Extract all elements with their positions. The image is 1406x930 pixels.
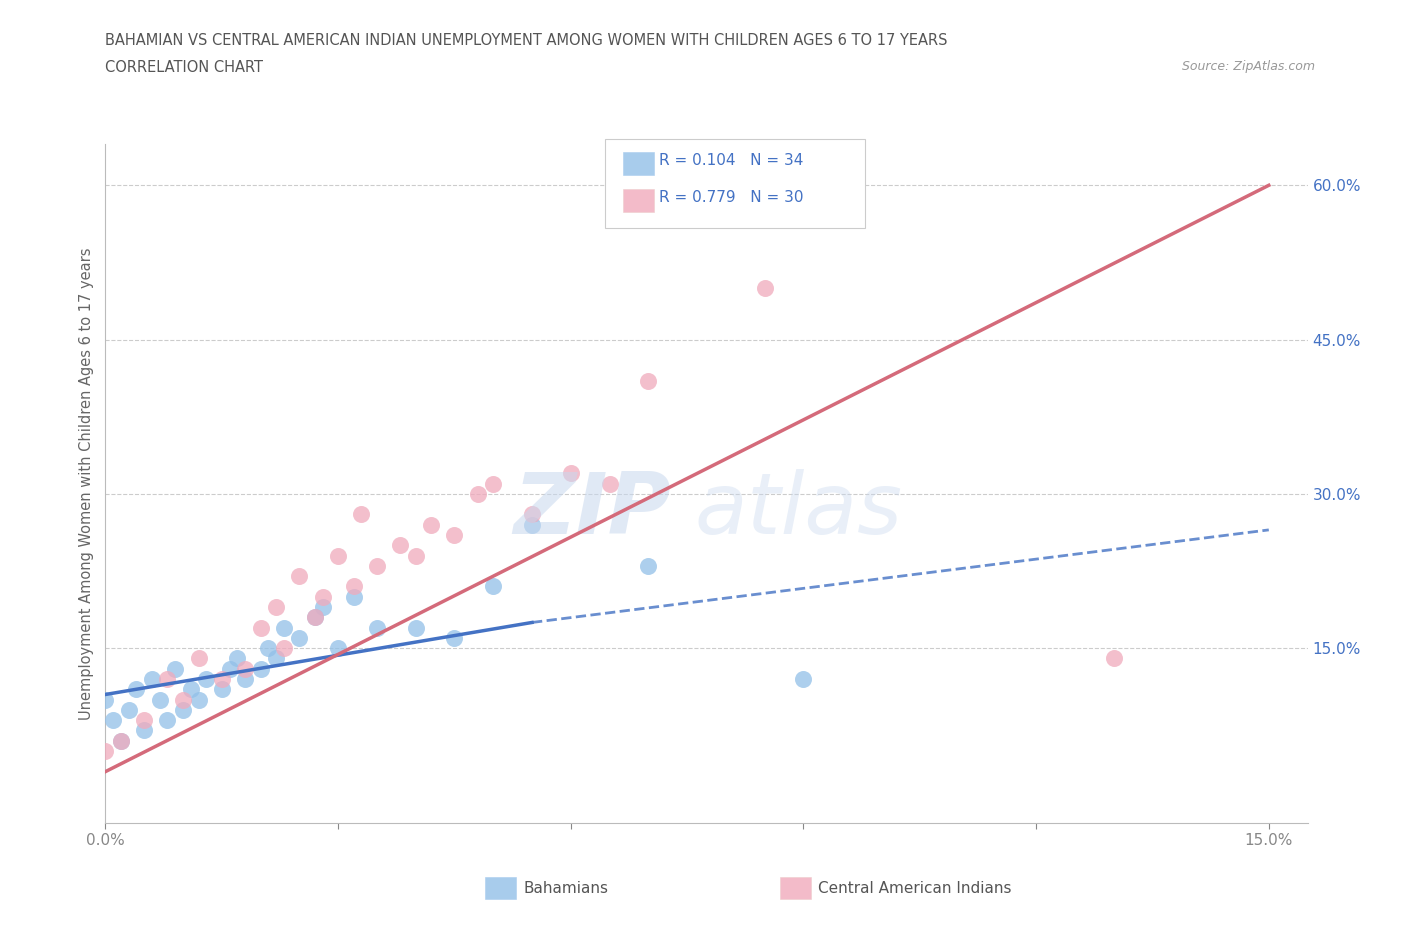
Point xyxy=(343,590,366,604)
Point xyxy=(94,692,117,707)
Point xyxy=(110,734,132,749)
Point xyxy=(273,620,295,635)
Point xyxy=(443,527,465,542)
Point xyxy=(326,641,349,656)
Point xyxy=(520,517,543,532)
Point xyxy=(195,671,218,686)
Point xyxy=(792,671,814,686)
Point xyxy=(366,558,388,573)
Point xyxy=(226,651,249,666)
Point xyxy=(211,682,233,697)
Point xyxy=(482,476,505,491)
Point xyxy=(482,579,505,594)
Point xyxy=(560,466,582,481)
Point xyxy=(187,651,209,666)
Point xyxy=(343,579,366,594)
Point xyxy=(118,702,141,717)
Point xyxy=(110,734,132,749)
Point xyxy=(156,671,179,686)
Text: R = 0.779   N = 30: R = 0.779 N = 30 xyxy=(659,190,804,205)
Point xyxy=(366,620,388,635)
Point xyxy=(443,631,465,645)
Point xyxy=(233,671,256,686)
Point xyxy=(172,702,194,717)
Point xyxy=(311,600,333,615)
Point xyxy=(304,610,326,625)
Point xyxy=(273,641,295,656)
Point xyxy=(326,548,349,563)
Point xyxy=(218,661,240,676)
Point xyxy=(288,569,311,584)
Point xyxy=(637,373,659,388)
Point xyxy=(405,620,427,635)
Point xyxy=(172,692,194,707)
Point xyxy=(1102,651,1125,666)
Point xyxy=(350,507,373,522)
Point xyxy=(94,744,117,759)
Point xyxy=(754,281,776,296)
Point xyxy=(405,548,427,563)
Point xyxy=(134,712,156,727)
Point xyxy=(134,723,156,737)
Point xyxy=(257,641,280,656)
Point xyxy=(467,486,489,501)
Point xyxy=(149,692,172,707)
Point xyxy=(103,712,125,727)
Point xyxy=(180,682,202,697)
Text: CORRELATION CHART: CORRELATION CHART xyxy=(105,60,263,75)
Text: atlas: atlas xyxy=(695,470,903,552)
Text: BAHAMIAN VS CENTRAL AMERICAN INDIAN UNEMPLOYMENT AMONG WOMEN WITH CHILDREN AGES : BAHAMIAN VS CENTRAL AMERICAN INDIAN UNEM… xyxy=(105,33,948,47)
Point xyxy=(311,590,333,604)
Text: R = 0.104   N = 34: R = 0.104 N = 34 xyxy=(659,153,804,168)
Text: ZIP: ZIP xyxy=(513,470,671,552)
Point xyxy=(304,610,326,625)
Point xyxy=(165,661,187,676)
Point xyxy=(141,671,163,686)
Point xyxy=(599,476,621,491)
Point xyxy=(233,661,256,676)
Text: Bahamians: Bahamians xyxy=(523,881,607,896)
Point xyxy=(156,712,179,727)
Text: Central American Indians: Central American Indians xyxy=(818,881,1012,896)
Text: Source: ZipAtlas.com: Source: ZipAtlas.com xyxy=(1181,60,1315,73)
Point xyxy=(264,651,287,666)
Point xyxy=(249,620,271,635)
Point xyxy=(249,661,271,676)
Point xyxy=(187,692,209,707)
Point xyxy=(637,558,659,573)
Point xyxy=(420,517,443,532)
Point xyxy=(125,682,148,697)
Point xyxy=(520,507,543,522)
Y-axis label: Unemployment Among Women with Children Ages 6 to 17 years: Unemployment Among Women with Children A… xyxy=(79,247,94,720)
Point xyxy=(264,600,287,615)
Point xyxy=(389,538,412,552)
Point xyxy=(211,671,233,686)
Point xyxy=(288,631,311,645)
